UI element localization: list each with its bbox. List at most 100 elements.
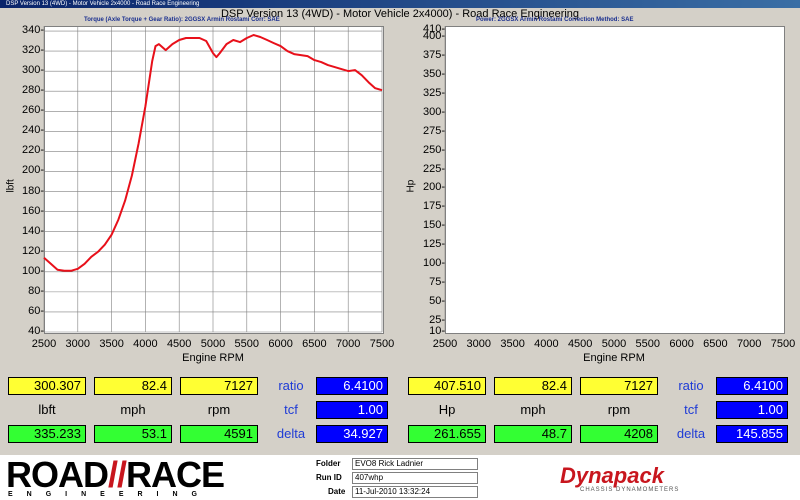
power-xtick-label: 3000 <box>466 338 492 350</box>
dynapack-logo: Dynapack <box>560 463 664 488</box>
power-ytick-label: 225- <box>422 162 445 175</box>
power-chart-plot <box>445 26 785 334</box>
power-ytick-label: 10- <box>429 325 445 337</box>
torque-xlabel: Engine RPM <box>182 352 244 364</box>
torque-ytick-label: 300- <box>21 64 44 77</box>
torque-xtick-label: 5000 <box>200 338 226 350</box>
right-tcf-label: tcf <box>684 402 698 417</box>
logo-slash: // <box>108 454 127 495</box>
torque-xtick-label: 2500 <box>31 338 57 350</box>
torque-ytick-label: 100- <box>21 264 44 277</box>
power-xtick-label: 6500 <box>703 338 728 350</box>
power-ytick-label: 400- <box>422 30 445 43</box>
power-xtick-label: 2500 <box>432 338 458 350</box>
right-primary-label: Hp <box>438 402 456 417</box>
right-ratio-value: 6.4100 <box>716 377 788 395</box>
power-xtick-label: 5000 <box>601 338 627 350</box>
power-ytick-label: 350- <box>422 68 445 81</box>
left-readout-panel: 300.307 lbft 335.233 82.4 mph 53.1 7127 rpm 4591… <box>0 372 400 454</box>
right-speed-peak: 48.7 <box>494 425 572 443</box>
power-xlabel: Engine RPM <box>583 352 645 364</box>
torque-chart-plot <box>44 26 384 334</box>
torque-ytick-label: 40- <box>28 325 44 337</box>
left-delta-value: 34.927 <box>316 425 388 443</box>
torque-xtick-label: 6000 <box>268 338 293 350</box>
logo-word-road: ROAD <box>6 454 109 495</box>
power-ytick-label: 300- <box>422 105 445 118</box>
power-ytick-label: 25- <box>429 313 445 326</box>
dynapack-subtitle: CHASSIS DYNAMOMETERS <box>580 487 680 493</box>
torque-ytick-label: 340- <box>21 24 44 37</box>
power-ytick-label: 410- <box>422 22 445 35</box>
torque-xtick-label: 6500 <box>302 338 327 350</box>
folder-value: EVO8 Rick Ladnier <box>352 458 478 470</box>
right-speed-current: 82.4 <box>494 377 572 395</box>
left-tcf-value: 1.00 <box>316 401 388 419</box>
torque-ytick-label: 160- <box>21 204 44 217</box>
power-xtick-label: 6000 <box>669 338 694 350</box>
right-primary-current: 407.510 <box>408 377 486 395</box>
power-ytick-label: 100- <box>422 257 445 269</box>
left-primary-peak: 335.233 <box>8 425 86 443</box>
torque-ytick-label: 220- <box>21 144 44 157</box>
left-ratio-label: ratio <box>278 378 304 393</box>
torque-ytick-label: 180- <box>21 184 44 197</box>
power-ytick-label: 125- <box>422 238 445 251</box>
right-delta-label: delta <box>676 426 706 441</box>
window-title: DSP Version 13 (4WD) - Motor Vehicle 2x4… <box>6 1 200 7</box>
power-ytick-label: 175- <box>422 200 445 213</box>
power-ytick-label: 200- <box>422 181 445 194</box>
main-title: DSP Version 13 (4WD) - Motor Vehicle 2x4… <box>220 8 580 20</box>
power-ytick-label: 325- <box>422 87 445 99</box>
left-rpm-peak: 4591 <box>180 425 258 443</box>
power-chart-subtitle: Power: 2GGSX Armin Rostami Correction Me… <box>476 17 634 23</box>
left-ratio-value: 6.4100 <box>316 377 388 395</box>
logo-word-race: RACE <box>126 454 225 495</box>
right-speed-label: mph <box>520 402 546 417</box>
left-speed-label: mph <box>120 402 146 417</box>
right-rpm-current: 7127 <box>580 377 658 395</box>
torque-ytick-label: 60- <box>28 304 44 317</box>
torque-xtick-label: 3500 <box>99 338 124 350</box>
power-xtick-label: 7500 <box>770 338 796 350</box>
power-ytick-label: 75- <box>429 275 445 288</box>
right-primary-peak: 261.655 <box>408 425 486 443</box>
power-ytick-label: 250- <box>422 143 445 156</box>
torque-ytick-label: 240- <box>21 124 44 137</box>
power-ytick-label: 50- <box>429 294 445 307</box>
torque-ytick-label: 120- <box>21 244 44 257</box>
window-titlebar: DSP Version 13 (4WD) - Motor Vehicle 2x4… <box>0 0 800 8</box>
torque-xtick-label: 4000 <box>133 338 158 350</box>
torque-ytick-label: 140- <box>21 224 44 237</box>
right-ratio-label: ratio <box>678 378 704 393</box>
left-primary-current: 300.307 <box>8 377 86 395</box>
power-xtick-label: 4000 <box>534 338 559 350</box>
left-speed-peak: 53.1 <box>94 425 172 443</box>
torque-series-line <box>43 34 383 272</box>
right-readout-panel: 407.510 Hp 261.655 82.4 mph 48.7 7127 rpm 4208 ra… <box>400 372 800 454</box>
left-primary-label: lbft <box>38 402 56 417</box>
power-xtick-label: 7000 <box>736 338 762 350</box>
power-xtick-label: 4500 <box>567 338 593 350</box>
torque-xtick-label: 3000 <box>65 338 91 350</box>
torque-xtick-label: 7500 <box>369 338 395 350</box>
left-rpm-current: 7127 <box>180 377 258 395</box>
torque-ytick-label: 260- <box>21 104 44 117</box>
right-rpm-peak: 4208 <box>580 425 658 443</box>
footer: ROAD//RACE ENGINEERING Folder EVO8 Rick … <box>0 455 800 500</box>
torque-chart-subtitle: Torque (Axle Torque + Gear Ratio): 2GGSX… <box>84 17 280 23</box>
road-race-logo: ROAD//RACE <box>6 454 225 495</box>
runid-value: 407whp <box>352 472 478 484</box>
torque-ytick-label: 320- <box>21 44 44 57</box>
torque-xtick-label: 5500 <box>234 338 260 350</box>
torque-ytick-label: 200- <box>21 164 44 177</box>
right-delta-value: 145.855 <box>716 425 788 443</box>
power-xtick-label: 5500 <box>635 338 661 350</box>
folder-label: Folder <box>316 459 341 468</box>
left-rpm-label: rpm <box>207 402 231 417</box>
left-tcf-label: tcf <box>284 402 298 417</box>
power-ytick-label: 150- <box>422 219 445 232</box>
runid-label: Run ID <box>316 473 342 482</box>
date-value: 11-Jul-2010 13:32:24 <box>352 486 478 498</box>
torque-xtick-label: 7000 <box>335 338 361 350</box>
